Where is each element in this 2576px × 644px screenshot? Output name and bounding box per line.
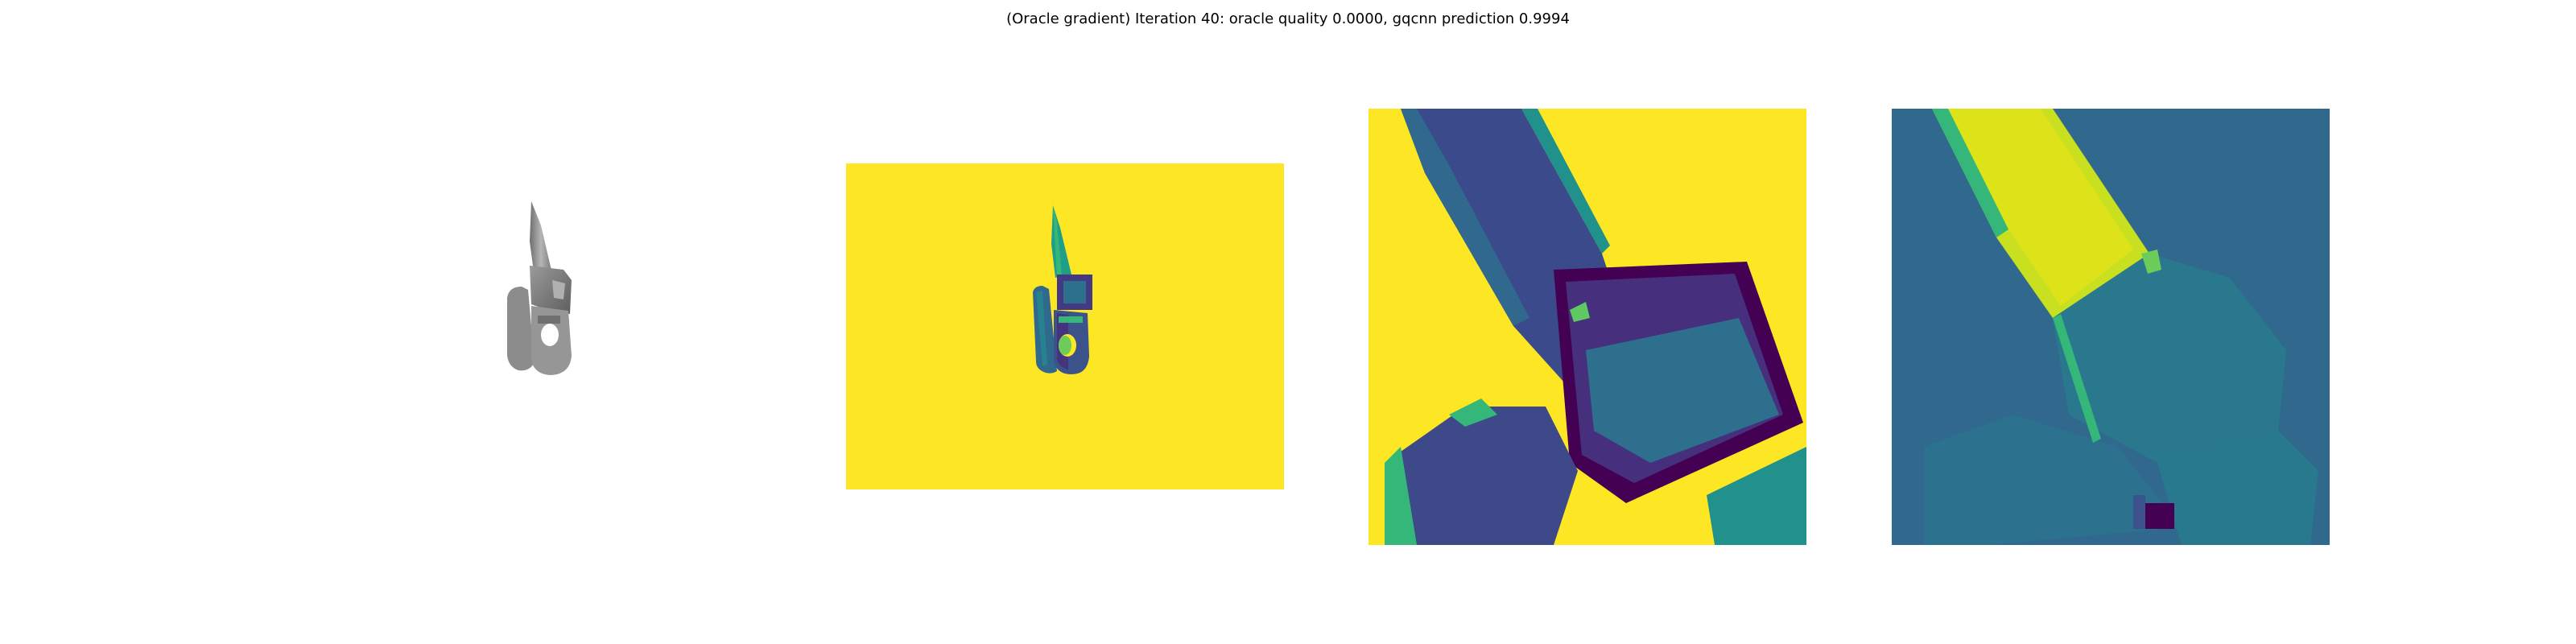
depth-crop-panel [1368,109,1806,545]
figure-title: (Oracle gradient) Iteration 40: oracle q… [1006,10,1570,27]
rendered-object-panel [451,145,644,402]
gradient-map-image [1892,109,2330,545]
gradient-map-panel [1892,109,2330,545]
rendered-object-image [507,201,572,375]
depth-image-panel [846,163,1284,489]
depth-image [846,163,1284,489]
depth-crop-image [1368,109,1806,545]
